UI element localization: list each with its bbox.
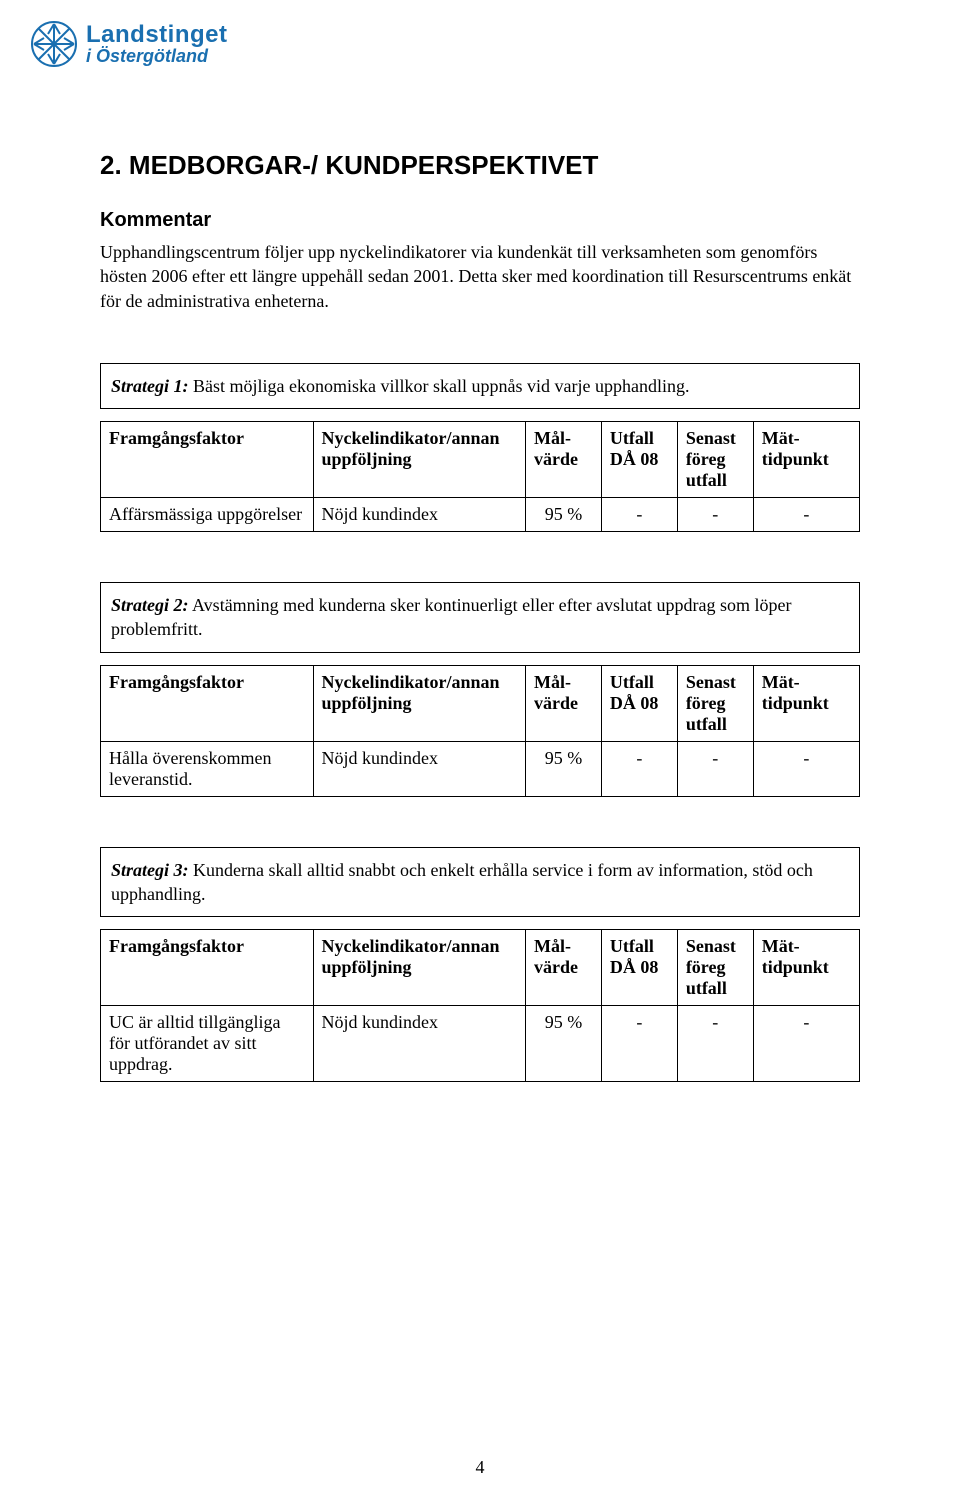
strategy-table: FramgångsfaktorNyckelindikator/annan upp… xyxy=(100,929,860,1082)
intro-paragraph: Upphandlingscentrum följer upp nyckelind… xyxy=(100,240,860,313)
strategy-label: Strategi 3: xyxy=(111,860,189,880)
cell-malvarde: 95 % xyxy=(526,1006,602,1082)
strategy-intro-box: Strategi 3: Kunderna skall alltid snabbt… xyxy=(100,847,860,918)
cell-utfall: - xyxy=(601,1006,677,1082)
strategy-block: Strategi 2: Avstämning med kunderna sker… xyxy=(100,582,860,797)
strategy-intro-box: Strategi 1: Bäst möjliga ekonomiska vill… xyxy=(100,363,860,409)
cell-nyckelindikator: Nöjd kundindex xyxy=(313,498,526,532)
strategy-description: Bäst möjliga ekonomiska villkor skall up… xyxy=(189,376,690,396)
cell-mattidpunkt: - xyxy=(753,498,859,532)
header-framgangsfaktor: Framgångsfaktor xyxy=(101,930,314,1006)
document-page: Landstinget i Östergötland 2. MEDBORGAR-… xyxy=(0,0,960,1508)
header-framgangsfaktor: Framgångsfaktor xyxy=(101,422,314,498)
cell-mattidpunkt: - xyxy=(753,1006,859,1082)
strategy-block: Strategi 3: Kunderna skall alltid snabbt… xyxy=(100,847,860,1083)
cell-mattidpunkt: - xyxy=(753,741,859,796)
cell-malvarde: 95 % xyxy=(526,498,602,532)
header-utfall: Utfall DÅ 08 xyxy=(601,422,677,498)
cell-nyckelindikator: Nöjd kundindex xyxy=(313,1006,526,1082)
header-malvarde: Mål-värde xyxy=(526,930,602,1006)
cell-framgangsfaktor: Hålla överenskommen leveranstid. xyxy=(101,741,314,796)
table-row: Affärsmässiga uppgörelserNöjd kundindex9… xyxy=(101,498,860,532)
table-header-row: FramgångsfaktorNyckelindikator/annan upp… xyxy=(101,665,860,741)
strategy-table: FramgångsfaktorNyckelindikator/annan upp… xyxy=(100,421,860,532)
table-header-row: FramgångsfaktorNyckelindikator/annan upp… xyxy=(101,930,860,1006)
header-senast: Senast föreg utfall xyxy=(677,422,753,498)
strategy-table: FramgångsfaktorNyckelindikator/annan upp… xyxy=(100,665,860,797)
strategy-label: Strategi 2: xyxy=(111,595,189,615)
strategy-block: Strategi 1: Bäst möjliga ekonomiska vill… xyxy=(100,363,860,532)
strategy-intro-text: Strategi 3: Kunderna skall alltid snabbt… xyxy=(111,858,849,907)
header-malvarde: Mål-värde xyxy=(526,665,602,741)
org-logo-text: Landstinget i Östergötland xyxy=(86,22,228,66)
cell-nyckelindikator: Nöjd kundindex xyxy=(313,741,526,796)
strategy-intro-box: Strategi 2: Avstämning med kunderna sker… xyxy=(100,582,860,653)
table-header-row: FramgångsfaktorNyckelindikator/annan upp… xyxy=(101,422,860,498)
header-senast: Senast föreg utfall xyxy=(677,930,753,1006)
cell-framgangsfaktor: Affärsmässiga uppgörelser xyxy=(101,498,314,532)
header-mattidpunkt: Mät-tidpunkt xyxy=(753,930,859,1006)
strategy-description: Kunderna skall alltid snabbt och enkelt … xyxy=(111,860,813,904)
landstinget-emblem-icon xyxy=(30,20,78,68)
header-senast: Senast föreg utfall xyxy=(677,665,753,741)
org-logo-line2: i Östergötland xyxy=(86,47,228,66)
strategy-label: Strategi 1: xyxy=(111,376,189,396)
cell-senast: - xyxy=(677,1006,753,1082)
strategy-intro-text: Strategi 2: Avstämning med kunderna sker… xyxy=(111,593,849,642)
cell-senast: - xyxy=(677,741,753,796)
header-mattidpunkt: Mät-tidpunkt xyxy=(753,665,859,741)
cell-utfall: - xyxy=(601,498,677,532)
cell-framgangsfaktor: UC är alltid tillgängliga för utförandet… xyxy=(101,1006,314,1082)
org-logo: Landstinget i Östergötland xyxy=(30,20,228,68)
table-row: Hålla överenskommen leveranstid.Nöjd kun… xyxy=(101,741,860,796)
header-nyckelindikator: Nyckelindikator/annan uppföljning xyxy=(313,665,526,741)
cell-utfall: - xyxy=(601,741,677,796)
page-content: 2. MEDBORGAR-/ KUNDPERSPEKTIVET Kommenta… xyxy=(100,150,860,1082)
section-subheading: Kommentar xyxy=(100,209,860,232)
header-mattidpunkt: Mät-tidpunkt xyxy=(753,422,859,498)
org-logo-line1: Landstinget xyxy=(86,22,228,47)
cell-senast: - xyxy=(677,498,753,532)
header-nyckelindikator: Nyckelindikator/annan uppföljning xyxy=(313,422,526,498)
header-utfall: Utfall DÅ 08 xyxy=(601,930,677,1006)
header-nyckelindikator: Nyckelindikator/annan uppföljning xyxy=(313,930,526,1006)
section-title: 2. MEDBORGAR-/ KUNDPERSPEKTIVET xyxy=(100,150,860,181)
strategy-description: Avstämning med kunderna sker kontinuerli… xyxy=(111,595,792,639)
header-framgangsfaktor: Framgångsfaktor xyxy=(101,665,314,741)
table-row: UC är alltid tillgängliga för utförandet… xyxy=(101,1006,860,1082)
page-number: 4 xyxy=(0,1457,960,1478)
strategy-intro-text: Strategi 1: Bäst möjliga ekonomiska vill… xyxy=(111,374,849,398)
header-malvarde: Mål-värde xyxy=(526,422,602,498)
header-utfall: Utfall DÅ 08 xyxy=(601,665,677,741)
cell-malvarde: 95 % xyxy=(526,741,602,796)
